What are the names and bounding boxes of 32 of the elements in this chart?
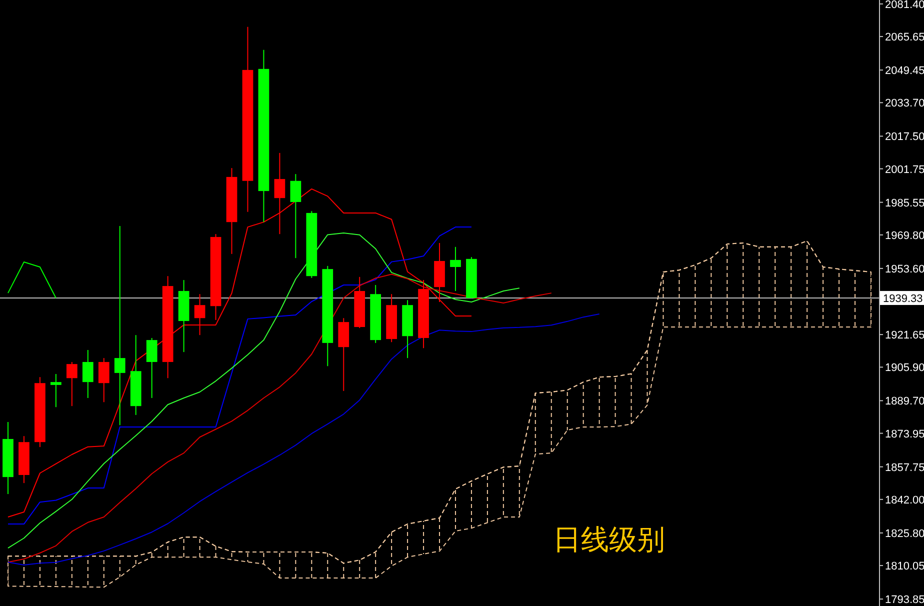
y-tick-label: 1985.55 (885, 197, 924, 210)
y-tick-label: 1825.80 (885, 528, 924, 540)
candlestick (194, 294, 206, 336)
y-tick-label: 1793.85 (885, 594, 924, 606)
y-tick-label: 1810.05 (885, 560, 924, 573)
y-tick-label: 1905.90 (885, 362, 924, 374)
y-tick-label: 1889.70 (885, 396, 924, 408)
y-tick-label: 2049.45 (885, 65, 924, 78)
ref-line-label: 1939.33 (883, 292, 923, 305)
y-tick-label: 2033.70 (885, 98, 924, 110)
y-tick-label: 2065.65 (885, 32, 924, 44)
annotation: 日线级别 (553, 524, 665, 555)
y-tick-label: 1953.60 (885, 263, 924, 276)
y-tick-label: 2081.40 (885, 0, 924, 11)
candlestick (50, 373, 62, 408)
candlestick (290, 174, 302, 259)
y-tick-label: 1842.00 (885, 494, 924, 506)
y-tick-label: 1857.75 (885, 462, 924, 474)
line-series (7, 262, 56, 299)
candlestick (66, 361, 78, 407)
candlestick (146, 337, 158, 398)
line-series (7, 232, 520, 549)
y-tick-label: 2017.50 (885, 131, 924, 144)
y-tick-label: 2001.75 (885, 164, 924, 176)
y-tick-label: 1969.80 (885, 230, 924, 242)
y-tick-label: 1921.65 (885, 330, 924, 342)
candlestick (98, 358, 110, 403)
line-series (7, 274, 552, 563)
candlestick (114, 226, 126, 426)
y-tick-label: 1873.95 (885, 428, 924, 440)
candlestick (450, 246, 461, 292)
candlestick (82, 349, 94, 398)
